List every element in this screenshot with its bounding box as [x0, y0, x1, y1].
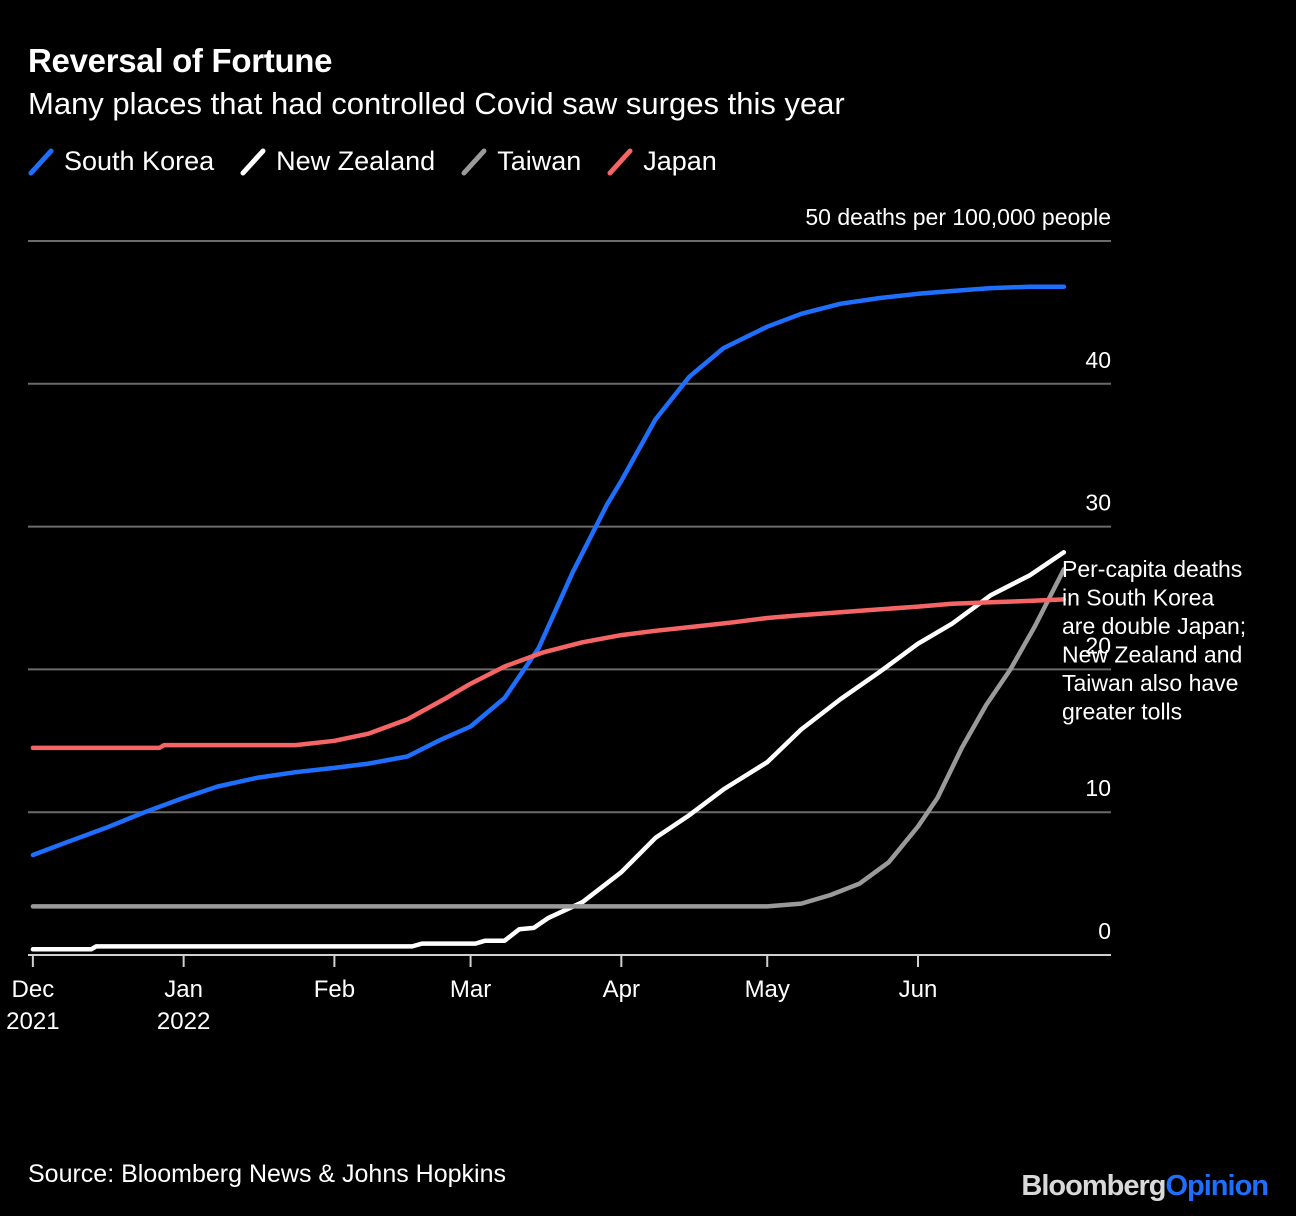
- line-swatch-icon: [240, 148, 266, 175]
- x-tick-label: Apr: [603, 976, 640, 1003]
- chart-title: Reversal of Fortune: [28, 42, 333, 79]
- line-chart: 0 10 20 30 40 50 deaths per 100,000 people De…: [6, 204, 1246, 1035]
- gridlines: [28, 240, 1111, 814]
- chart-subtitle: Many places that had controlled Covid sa…: [28, 86, 845, 121]
- line-swatch-icon: [28, 148, 54, 175]
- series-line-new-zealand: [30, 550, 1067, 952]
- source-note: Source: Bloomberg News & Johns Hopkins: [28, 1160, 507, 1188]
- legend-label: Japan: [643, 146, 717, 176]
- x-tick-label: Mar: [450, 976, 491, 1003]
- series-line-japan: [30, 597, 1067, 751]
- brand-part-2: Opinion: [1165, 1170, 1269, 1202]
- line-swatch-icon: [607, 148, 633, 175]
- legend-item-taiwan: Taiwan: [461, 146, 581, 177]
- legend-label: South Korea: [64, 146, 215, 176]
- legend-item-japan: Japan: [607, 146, 717, 177]
- x-tick-label: Feb: [314, 976, 355, 1003]
- x-tick-label: Jun: [899, 976, 938, 1003]
- y-tick-label: 40: [1085, 347, 1111, 373]
- y-tick-label: 10: [1085, 775, 1111, 801]
- line-swatch-icon: [461, 148, 487, 175]
- brand-part-1: Bloomberg: [1021, 1170, 1166, 1202]
- x-tick-year-label: 2022: [157, 1008, 210, 1035]
- y-tick-label: 50 deaths per 100,000 people: [805, 204, 1111, 230]
- y-axis-tick-labels: 0 10 20 30 40 50 deaths per 100,000 people: [805, 204, 1111, 944]
- bloomberg-opinion-logo: BloombergOpinion: [1021, 1170, 1269, 1203]
- y-tick-label: 20: [1085, 632, 1111, 658]
- x-axis: Dec 2021 Jan 2022 Feb Mar Apr May Jun: [6, 954, 1111, 1035]
- x-tick-label: Jan: [164, 976, 203, 1003]
- annotation-text: Per-capita deaths in South Korea are doubl…: [1062, 556, 1246, 725]
- annotation: Per-capita deaths in South Korea are doubl…: [1062, 556, 1246, 725]
- y-tick-label: 30: [1085, 490, 1111, 516]
- x-tick-label: May: [745, 976, 790, 1003]
- legend-item-south-korea: South Korea: [28, 146, 214, 177]
- y-tick-label: 0: [1098, 918, 1111, 944]
- series-lines: [30, 284, 1067, 952]
- legend-item-new-zealand: New Zealand: [240, 146, 435, 177]
- series-line-south-korea: [30, 284, 1067, 858]
- legend-label: New Zealand: [276, 146, 436, 176]
- x-tick-year-label: 2021: [6, 1008, 59, 1035]
- chart-legend: South Korea New Zealand Taiwan Japan: [28, 146, 743, 177]
- series-line-taiwan: [30, 567, 1067, 909]
- x-tick-label: Dec: [12, 976, 55, 1003]
- legend-label: Taiwan: [497, 146, 582, 176]
